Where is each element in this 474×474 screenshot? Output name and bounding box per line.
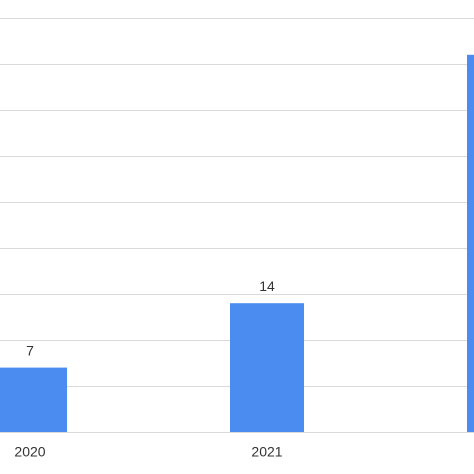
bar — [0, 367, 67, 432]
value-label: 14 — [259, 278, 275, 294]
x-tick-label: 2021 — [251, 444, 282, 460]
bar — [467, 54, 474, 433]
x-tick-label: 2020 — [14, 444, 45, 460]
bar — [230, 303, 304, 432]
value-label: 7 — [26, 342, 34, 358]
